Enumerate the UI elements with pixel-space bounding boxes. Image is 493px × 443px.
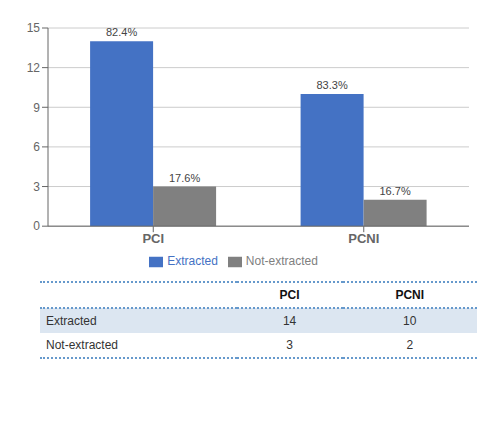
- html-text:PCNI: PCNI: [395, 288, 425, 302]
- html-text:2: 2: [406, 338, 414, 352]
- html-text:PCI: PCI: [279, 288, 300, 302]
- html-text:3: 3: [286, 338, 293, 352]
- svg-text:82.4%: 82.4%: [106, 26, 137, 38]
- svg-text:83.3%: 83.3%: [316, 79, 347, 91]
- html-text:Extracted: Extracted: [46, 314, 97, 328]
- svg-text:0: 0: [33, 219, 40, 233]
- html-text:Not-extracted: Not-extracted: [245, 254, 318, 269]
- html-text:Not-extracted: Not-extracted: [46, 338, 118, 352]
- svg-text:6: 6: [33, 140, 40, 154]
- html-text:Extracted: Extracted: [167, 254, 218, 269]
- svg-text:PCNI: PCNI: [348, 231, 379, 246]
- svg-text:3: 3: [33, 180, 40, 194]
- html-text:10: 10: [403, 314, 417, 328]
- svg-text:9: 9: [33, 101, 40, 115]
- svg-text:17.6%: 17.6%: [169, 172, 200, 184]
- html-text:14: 14: [282, 314, 297, 328]
- svg-text:16.7%: 16.7%: [379, 185, 410, 197]
- svg-text:12: 12: [27, 61, 41, 75]
- svg-text:15: 15: [27, 21, 41, 35]
- svg-text:PCI: PCI: [142, 231, 164, 246]
